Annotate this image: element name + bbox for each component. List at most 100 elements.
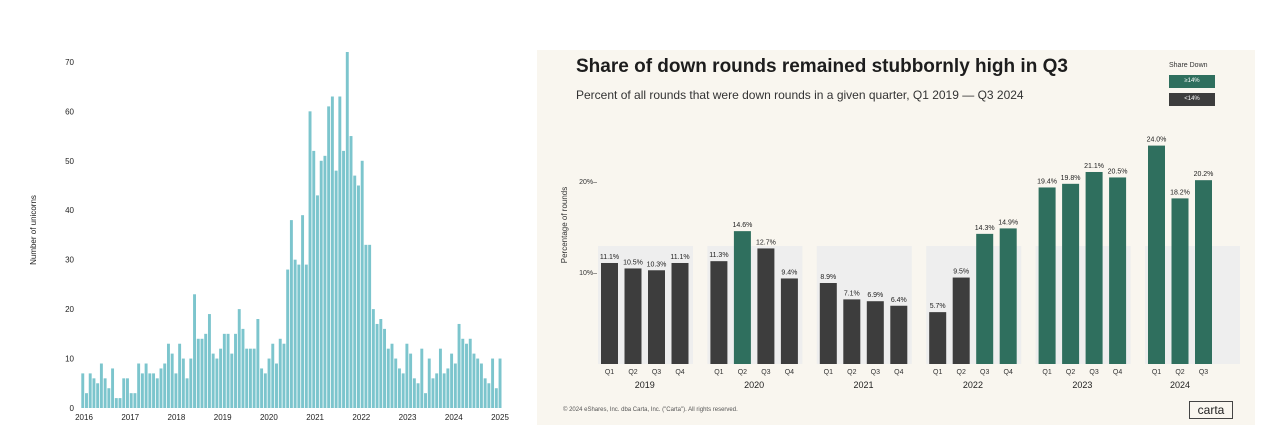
legend-item-high: ≥14% [1169, 75, 1215, 88]
bar [999, 228, 1017, 364]
copyright-footer: © 2024 eShares, Inc. dba Carta, Inc. ("C… [563, 407, 738, 413]
bar [435, 373, 439, 408]
data-label: 20.5% [1108, 168, 1128, 175]
data-label: 19.8% [1061, 175, 1081, 182]
x-tick-label: 2017 [121, 413, 139, 422]
bar [483, 378, 487, 408]
chart-subtitle: Percent of all rounds that were down rou… [576, 88, 1024, 102]
down-rounds-panel: Share of down rounds remained stubbornly… [537, 50, 1255, 425]
bar [181, 358, 185, 408]
bar [226, 333, 230, 408]
bar [424, 393, 427, 408]
bar [356, 185, 360, 408]
bar [890, 305, 908, 364]
y-tick-label: 40 [65, 206, 74, 215]
data-label: 9.5% [953, 269, 969, 276]
bar [420, 348, 424, 408]
year-label: 2019 [635, 380, 655, 390]
data-label: 14.6% [732, 222, 752, 229]
bar [289, 220, 293, 408]
x-tick-label: 2023 [399, 413, 417, 422]
bar [472, 353, 476, 408]
bar [148, 373, 152, 408]
bar [193, 294, 196, 408]
bar [757, 248, 775, 364]
bar [118, 398, 122, 408]
quarter-tick-label: Q1 [605, 369, 614, 376]
bar [170, 353, 174, 408]
bar [465, 343, 468, 408]
bar [111, 368, 115, 408]
bar [159, 368, 163, 408]
year-label: 2021 [854, 380, 874, 390]
bar [207, 314, 211, 408]
bar [952, 277, 970, 364]
bar [126, 378, 129, 408]
bar [491, 358, 495, 408]
bar [81, 373, 85, 408]
bar [457, 323, 461, 408]
data-label: 20.2% [1194, 171, 1214, 178]
bar [260, 368, 264, 408]
year-label: 2022 [963, 380, 983, 390]
bar [1148, 145, 1165, 364]
data-label: 5.7% [930, 303, 946, 310]
bar [237, 309, 241, 408]
data-label: 19.4% [1037, 178, 1057, 185]
bar [152, 373, 156, 408]
bar [342, 150, 346, 408]
bar [278, 338, 282, 408]
quarter-tick-label: Q1 [1042, 369, 1051, 376]
bar [330, 96, 334, 408]
bar [92, 378, 96, 408]
bar [375, 323, 379, 408]
year-label: 2024 [1170, 380, 1190, 390]
quarter-tick-label: Q3 [871, 369, 880, 376]
bar [405, 343, 409, 408]
year-label: 2023 [1072, 380, 1092, 390]
quarter-tick-label: Q3 [652, 369, 661, 376]
bar [144, 363, 148, 408]
carta-logo: carta [1189, 401, 1233, 419]
bar [103, 378, 107, 408]
y-tick-label: 30 [65, 256, 74, 265]
bar [256, 319, 260, 408]
quarter-tick-label: Q2 [847, 369, 856, 376]
down-rounds-chart: 10%– 20%– Percentage of rounds 11.1% Q1 10.5%… [560, 137, 1240, 390]
bar [252, 348, 256, 408]
bar [1195, 180, 1212, 364]
bar [929, 312, 947, 364]
bar [431, 378, 435, 408]
bar [601, 262, 618, 364]
bar [976, 233, 994, 364]
bar [866, 301, 884, 364]
bar [487, 383, 491, 408]
bar [364, 244, 368, 408]
bar [174, 373, 178, 408]
bar [230, 353, 234, 408]
bar [200, 338, 204, 408]
bar [155, 378, 159, 408]
bar [427, 358, 431, 408]
bar [494, 388, 498, 408]
legend-title: Share Down [1169, 62, 1208, 69]
x-tick-label: 2025 [491, 413, 509, 422]
bar [241, 328, 245, 408]
bar [88, 373, 92, 408]
data-label: 10.3% [647, 261, 667, 268]
quarter-tick-label: Q4 [675, 369, 684, 376]
data-label: 7.1% [844, 290, 860, 297]
y-axis-label: Percentage of rounds [560, 187, 569, 264]
y-tick-label: 10 [65, 355, 74, 364]
bar [334, 170, 338, 408]
bar [282, 343, 286, 408]
data-label: 6.9% [867, 292, 883, 299]
bar [442, 373, 446, 408]
bar [301, 215, 305, 408]
bar [379, 319, 383, 408]
bar [211, 353, 215, 408]
bar [498, 358, 502, 408]
bar [461, 338, 465, 408]
bar [476, 358, 480, 408]
bar [780, 278, 798, 364]
